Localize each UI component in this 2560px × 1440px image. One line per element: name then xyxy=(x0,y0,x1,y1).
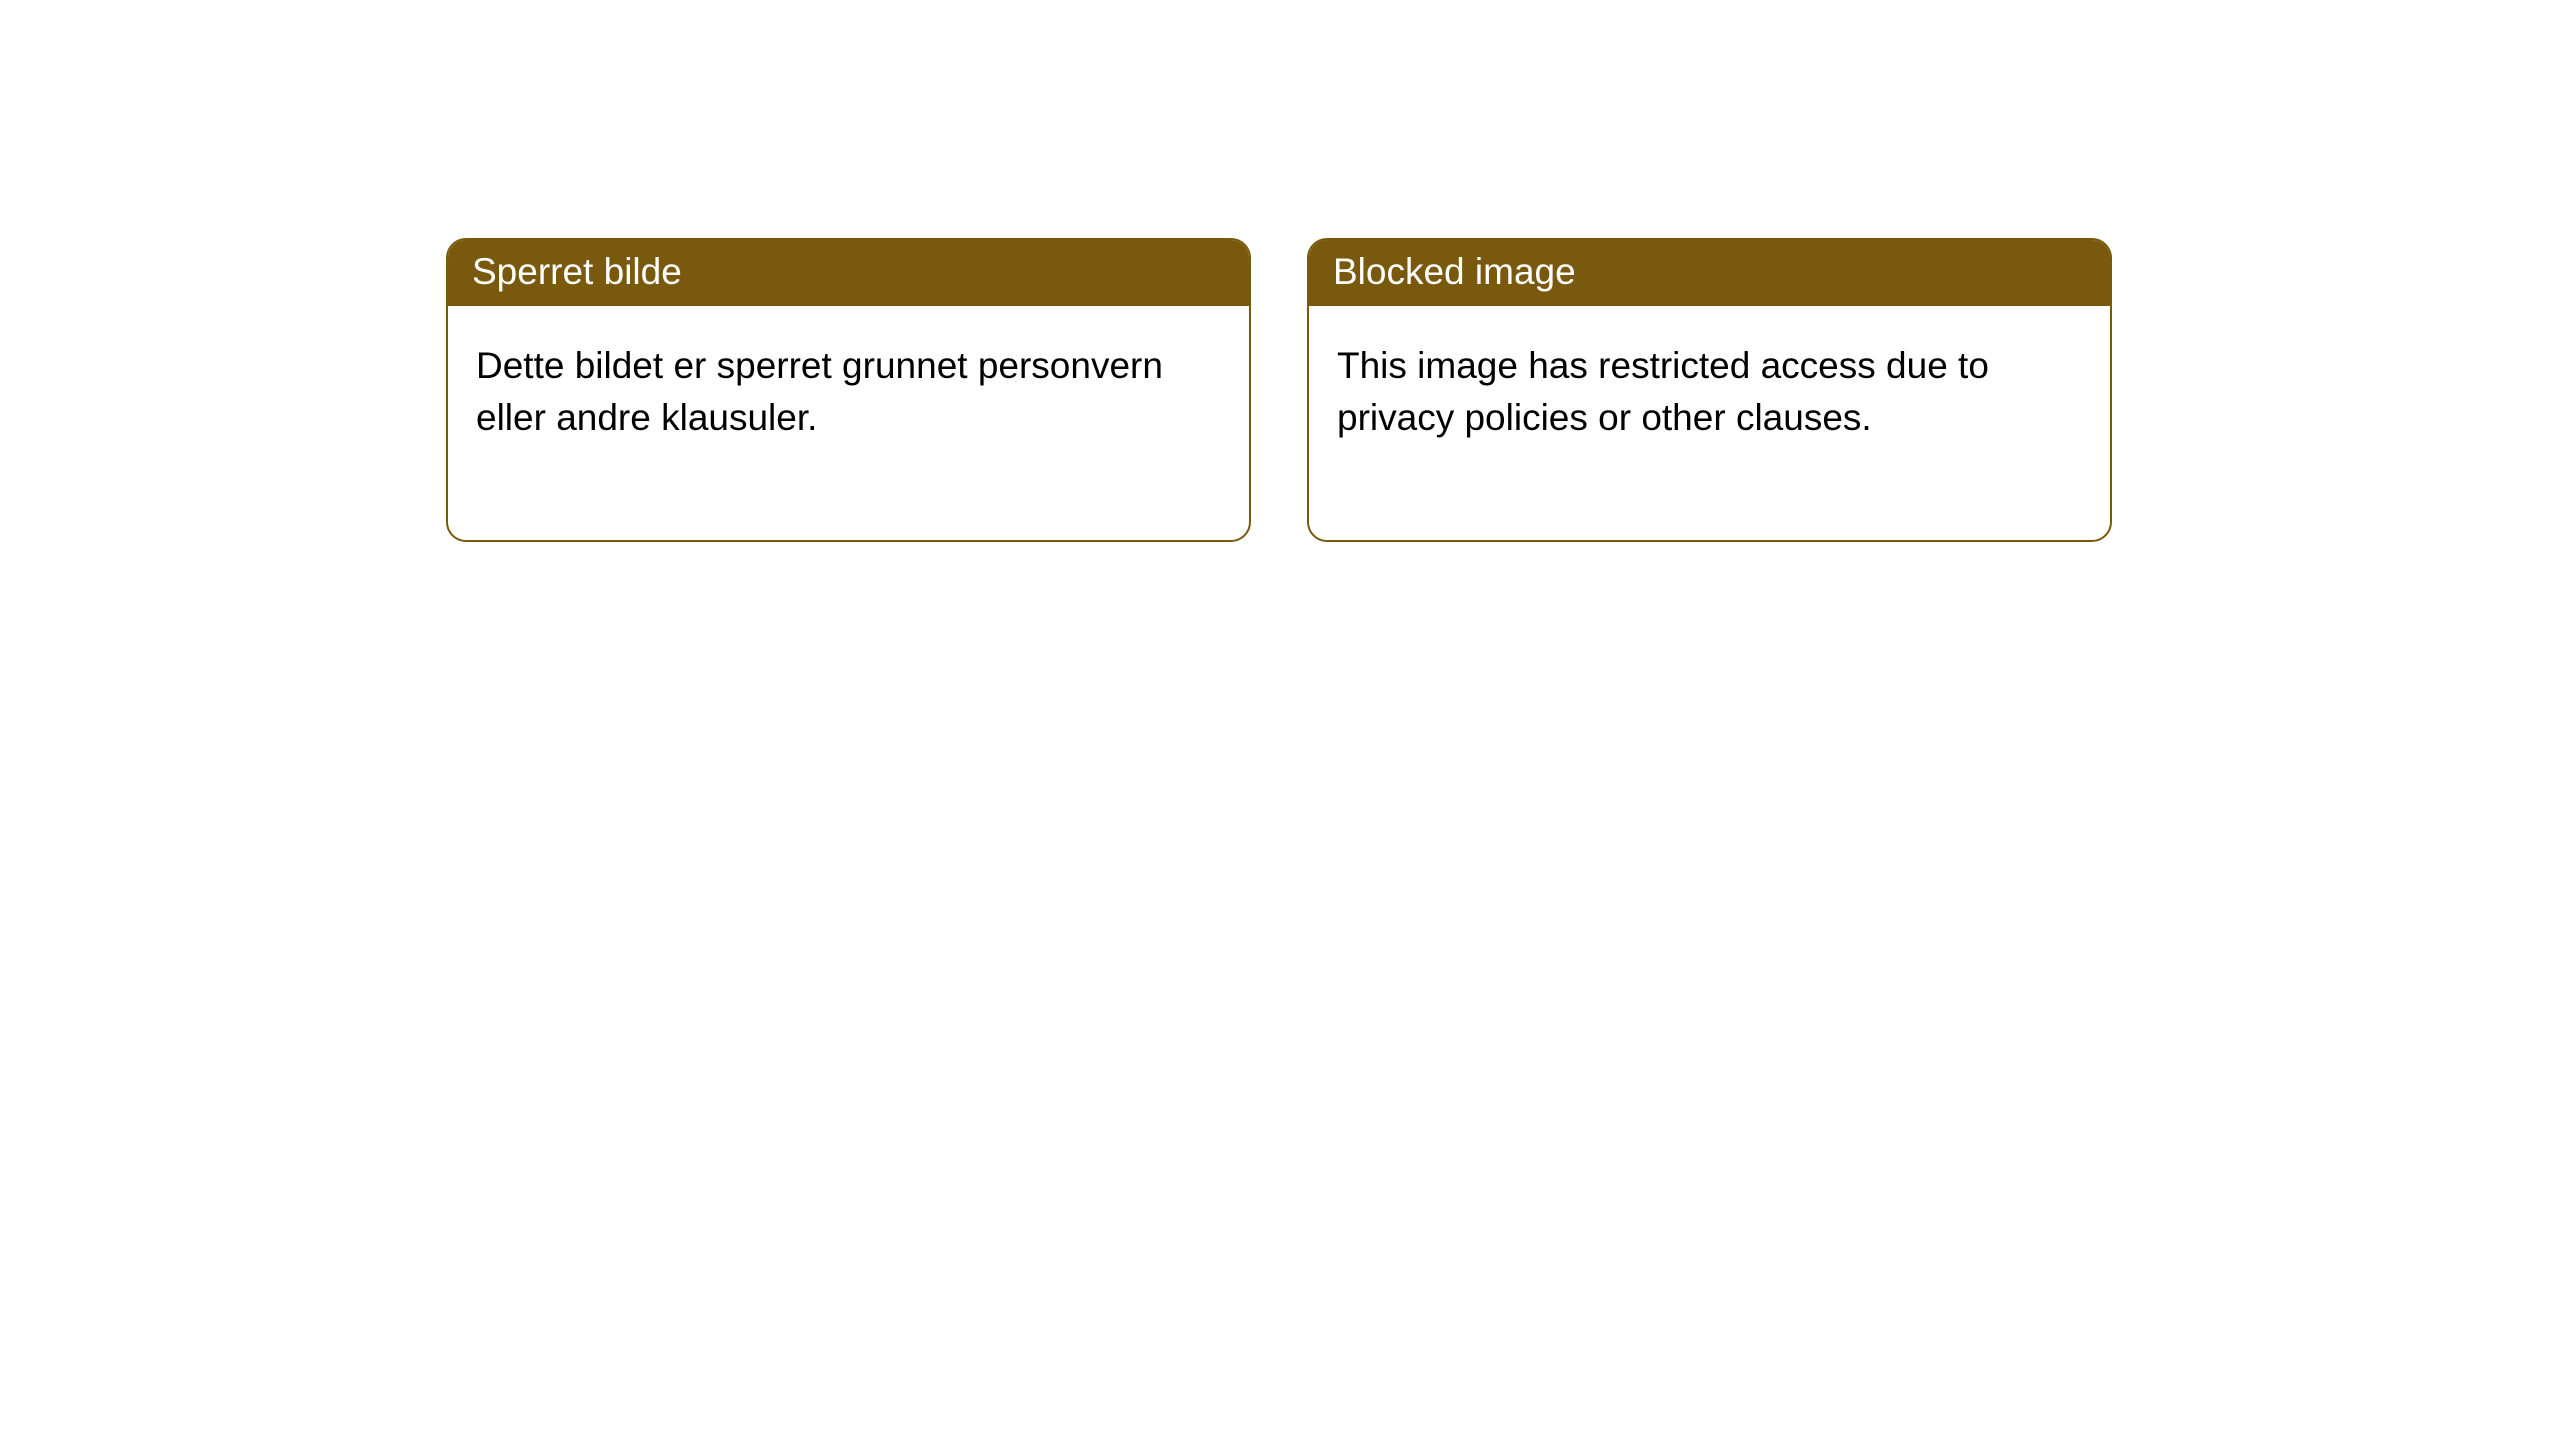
notice-card-norwegian: Sperret bilde Dette bildet er sperret gr… xyxy=(446,238,1251,542)
notice-card-title: Blocked image xyxy=(1309,240,2110,306)
notice-card-body: Dette bildet er sperret grunnet personve… xyxy=(448,306,1249,540)
notice-card-title: Sperret bilde xyxy=(448,240,1249,306)
notice-card-body: This image has restricted access due to … xyxy=(1309,306,2110,540)
notice-container: Sperret bilde Dette bildet er sperret gr… xyxy=(0,0,2560,542)
notice-card-english: Blocked image This image has restricted … xyxy=(1307,238,2112,542)
